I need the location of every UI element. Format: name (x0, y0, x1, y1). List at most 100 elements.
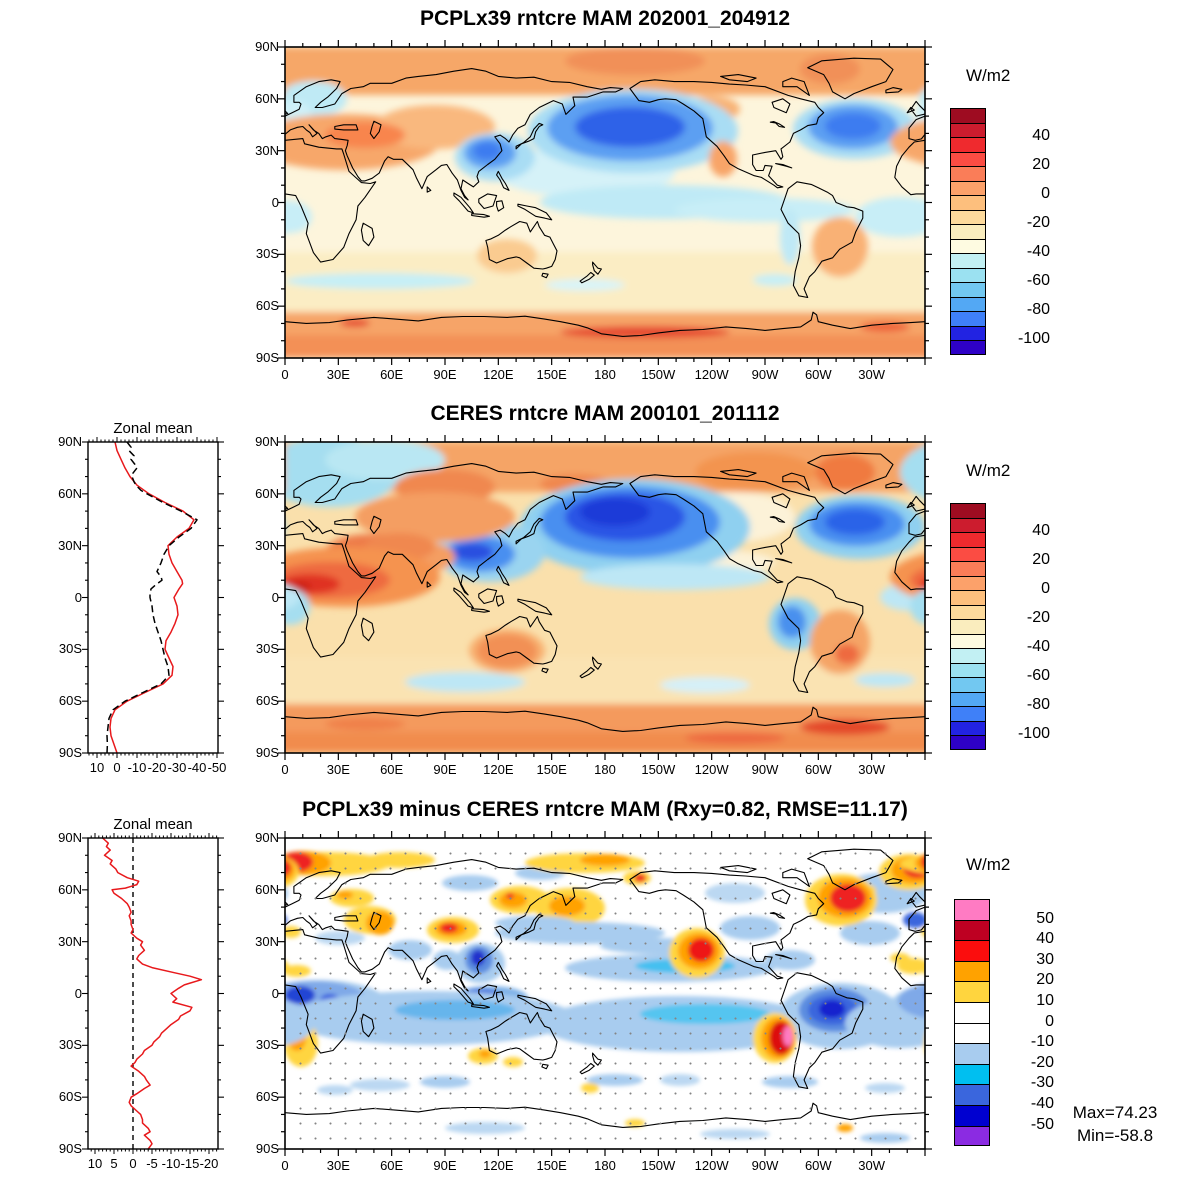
colorbar-tick-label: 20 (1032, 551, 1050, 568)
lon-tick-label: 90E (433, 367, 457, 382)
colorbar-band (954, 1105, 990, 1126)
lon-tick-label: 30W (858, 367, 886, 382)
colorbar-band (954, 1002, 990, 1024)
panel3-zonal-title: Zonal mean (113, 816, 193, 833)
zonal-lat-tick-label: 60S (58, 1089, 82, 1105)
panel1-colorbar-units: W/m2 (966, 66, 1011, 85)
lon-tick-label: 0 (281, 1158, 289, 1173)
colorbar-band (954, 1022, 990, 1044)
colorbar-band (950, 151, 986, 166)
colorbar-tick-label: 40 (1036, 930, 1054, 948)
colorbar-band (950, 619, 986, 634)
colorbar-band (950, 209, 986, 224)
lat-tick-label: 30N (255, 142, 279, 158)
colorbar-band (950, 633, 986, 648)
lon-tick-label: 90W (751, 762, 779, 777)
panel3-zonal-plot: 90N 60N 30N 0 30S 60S 90S 10 5 0 -5 -10 -15 -20 (58, 831, 224, 1171)
map-canvas (278, 40, 932, 365)
colorbar-tick-label: 0 (1045, 1012, 1054, 1030)
lat-tick-label: 90N (255, 434, 279, 449)
panel3-map: 0 30E 60E 90E 120E 150E 180 150W 120W 90W 60W 30W 90… (255, 831, 932, 1173)
zonal-lat-tick-label: 60S (58, 693, 82, 709)
colorbar-band (950, 590, 986, 605)
lon-tick-label: 30E (326, 1158, 350, 1173)
lat-tick-label: 30S (255, 246, 279, 262)
colorbar-tick-label: -50 (1030, 1115, 1054, 1133)
zonal-canvas (82, 833, 224, 1154)
colorbar-band (954, 960, 990, 982)
panel1-map: 0 30E 60E 90E 120E 150E 180 150W 120W 90W 60W 30W 90… (255, 40, 932, 382)
lon-tick-label: 120W (694, 1158, 729, 1173)
colorbar-band (950, 238, 986, 253)
panel1-title: PCPLx39 rntcre MAM 202001_204912 (419, 7, 791, 30)
lat-tick-label: 0 (271, 985, 279, 1001)
zonal-x-tick-label: 0 (113, 760, 121, 775)
colorbar-tick-label: 50 (1036, 909, 1054, 927)
lon-tick-label: 150W (641, 762, 676, 777)
colorbar-tick-label: 40 (1032, 522, 1050, 539)
colorbar-tick-label: -60 (1026, 667, 1050, 684)
lat-tick-label: 60S (255, 1089, 279, 1105)
lat-tick-label: 90S (255, 745, 279, 760)
lon-tick-label: 0 (281, 367, 289, 382)
lon-tick-label: 30E (326, 367, 350, 382)
colorbar-band (950, 662, 986, 677)
lon-tick-label: 120E (483, 762, 514, 777)
panel1-colorbar: 40 20 0 -20 -40 -60 -80 -100 (950, 108, 1050, 355)
lon-tick-label: 30W (858, 762, 886, 777)
colorbar-tick-label: 30 (1036, 950, 1054, 968)
colorbar-band (950, 648, 986, 663)
colorbar-tick-label: -60 (1026, 272, 1050, 289)
lat-tick-label: 90N (255, 39, 279, 54)
zonal-x-tick-label: 10 (89, 760, 105, 775)
map-canvas (278, 831, 932, 1156)
panel2-title: CERES rntcre MAM 200101_201112 (430, 402, 780, 425)
colorbar-band (950, 224, 986, 239)
lat-tick-label: 30S (255, 641, 279, 657)
colorbar-band (954, 1125, 990, 1147)
zonal-x-tick-label: -50 (207, 760, 227, 775)
lon-tick-label: 60E (380, 762, 404, 777)
panel2-colorbar: 40 20 0 -20 -40 -60 -80 -100 (950, 503, 1050, 750)
colorbar-band (954, 899, 990, 920)
zonal-x-tick-label: 10 (87, 1156, 103, 1171)
lon-tick-label: 60E (380, 1158, 404, 1173)
colorbar-band (950, 517, 986, 532)
zonal-lat-tick-label: 60N (58, 881, 82, 897)
lon-tick-label: 90E (433, 762, 457, 777)
stat-max: Max=74.23 (1072, 1103, 1158, 1122)
lon-tick-label: 90W (751, 1158, 779, 1173)
lat-tick-label: 60N (255, 90, 279, 106)
zonal-x-tick-label: -30 (167, 760, 187, 775)
colorbar-band (950, 691, 986, 706)
lon-tick-label: 150W (641, 367, 676, 382)
zonal-x-tick-label: -40 (187, 760, 207, 775)
zonal-lat-tick-label: 90N (58, 830, 82, 845)
zonal-x-tick-label: -10 (127, 760, 147, 775)
zonal-lat-tick-label: 30N (58, 537, 82, 553)
zonal-lat-tick-label: 60N (58, 485, 82, 501)
colorbar-tick-label: -20 (1026, 214, 1050, 231)
lon-tick-label: 90W (751, 367, 779, 382)
lon-tick-label: 180 (594, 1158, 616, 1173)
lon-tick-label: 120E (483, 1158, 514, 1173)
zonal-lat-tick-label: 90S (58, 745, 82, 760)
colorbar-tick-label: -20 (1026, 609, 1050, 626)
zonal-x-tick-label: -10 (161, 1156, 181, 1171)
lon-tick-label: 60W (804, 762, 832, 777)
colorbar-band (950, 267, 986, 282)
panel3-colorbar-units: W/m2 (966, 855, 1011, 874)
lat-tick-label: 30N (255, 933, 279, 949)
lat-tick-label: 0 (271, 589, 279, 605)
zonal-lat-tick-label: 0 (74, 985, 82, 1001)
colorbar-tick-label: 0 (1041, 580, 1050, 597)
zonal-lat-tick-label: 30S (58, 1037, 82, 1053)
zonal-lat-tick-label: 30N (58, 933, 82, 949)
colorbar-band (950, 532, 986, 547)
colorbar-band (950, 561, 986, 576)
colorbar-tick-label: -20 (1030, 1053, 1054, 1071)
lon-tick-label: 150E (536, 367, 567, 382)
zonal-x-tick-label: -20 (147, 760, 167, 775)
colorbar-band (950, 195, 986, 210)
colorbar-band (950, 108, 986, 123)
